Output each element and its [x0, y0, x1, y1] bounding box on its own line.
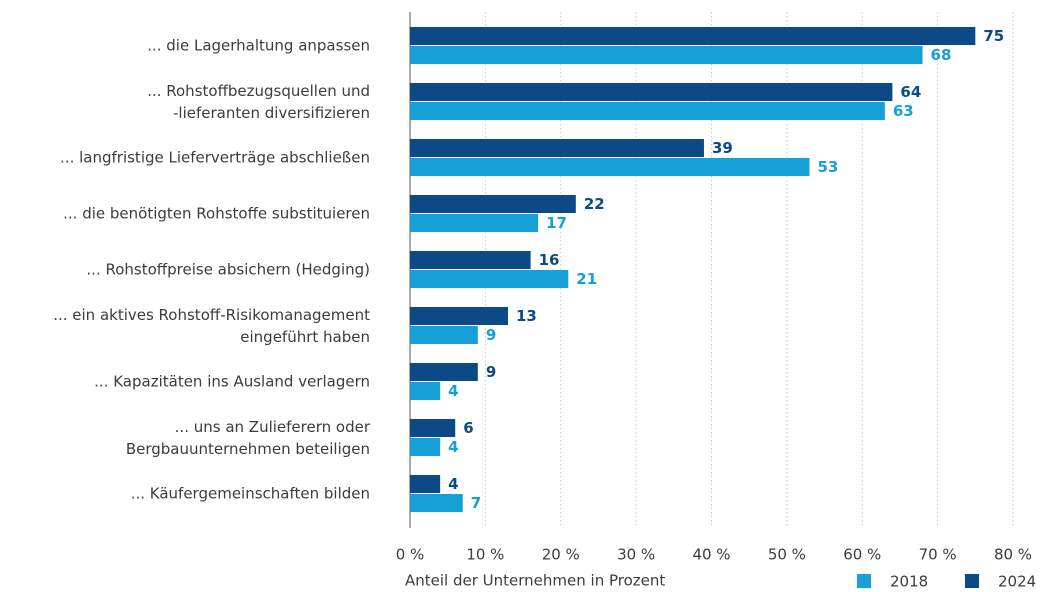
data-label: 68	[931, 46, 952, 64]
bar	[410, 438, 441, 456]
data-label: 39	[712, 139, 733, 157]
bar	[410, 158, 810, 176]
x-tick-label: 60 %	[843, 546, 881, 564]
data-label: 63	[893, 102, 914, 120]
legend-label: 2018	[890, 573, 928, 591]
y-tick-label: ... die benötigten Rohstoffe substituier…	[63, 205, 370, 223]
x-axis-label: Anteil der Unternehmen in Prozent	[405, 572, 665, 590]
bar	[410, 363, 478, 381]
data-label: 13	[516, 307, 537, 325]
y-tick-label: ... Kapazitäten ins Ausland verlagern	[94, 373, 370, 391]
x-tick-label: 0 %	[396, 546, 425, 564]
bar	[410, 102, 885, 120]
x-tick-label: 50 %	[768, 546, 806, 564]
data-label: 16	[539, 251, 560, 269]
data-label: 4	[448, 438, 458, 456]
y-tick-label: ... die Lagerhaltung anpassen	[147, 37, 370, 55]
bar	[410, 195, 576, 213]
data-label: 64	[900, 83, 921, 101]
data-label: 75	[983, 27, 1004, 45]
data-label: 53	[817, 158, 838, 176]
bar	[410, 27, 976, 45]
bar	[410, 139, 704, 157]
data-label: 6	[463, 419, 473, 437]
data-label: 4	[448, 382, 458, 400]
bar	[410, 419, 456, 437]
legend-label: 2024	[998, 573, 1036, 591]
bar	[410, 494, 463, 512]
bar	[410, 307, 508, 325]
bar	[410, 270, 569, 288]
data-label: 9	[486, 326, 496, 344]
y-tick-label: ... Rohstoffpreise absichern (Hedging)	[86, 261, 370, 279]
bar	[410, 83, 893, 101]
y-tick-label: ... Käufergemeinschaften bilden	[131, 485, 370, 503]
legend-swatch	[857, 574, 871, 588]
x-tick-label: 20 %	[542, 546, 580, 564]
x-tick-label: 30 %	[617, 546, 655, 564]
bar	[410, 382, 441, 400]
y-tick-label: ... ein aktives Rohstoff-Risikomanagemen…	[53, 306, 370, 346]
data-label: 17	[546, 214, 567, 232]
x-tick-label: 70 %	[919, 546, 957, 564]
legend-swatch	[965, 574, 979, 588]
x-tick-label: 10 %	[466, 546, 504, 564]
bar	[410, 214, 539, 232]
bar	[410, 475, 441, 493]
y-tick-label: ... langfristige Lieferverträge abschlie…	[60, 149, 370, 167]
data-label: 21	[576, 270, 597, 288]
data-label: 7	[471, 494, 481, 512]
bar	[410, 46, 923, 64]
bar	[410, 251, 531, 269]
x-tick-label: 40 %	[692, 546, 730, 564]
bar	[410, 326, 478, 344]
y-tick-label: ... uns an Zulieferern oder Bergbauuntern…	[126, 418, 371, 458]
data-label: 4	[448, 475, 458, 493]
data-label: 9	[486, 363, 496, 381]
x-tick-label: 80 %	[994, 546, 1032, 564]
y-tick-label: ... Rohstoffbezugsquellen und -lieferante…	[147, 82, 370, 122]
data-label: 22	[584, 195, 605, 213]
